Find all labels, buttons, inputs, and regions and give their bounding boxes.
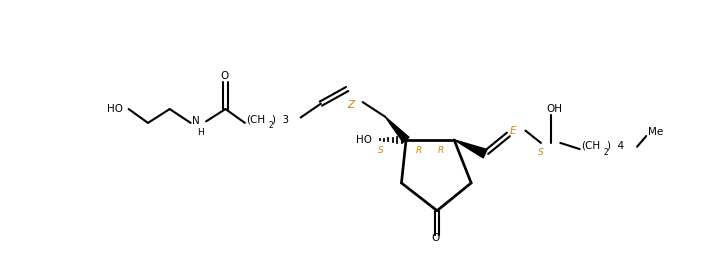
Text: O: O [431,233,440,243]
Text: O: O [221,71,229,81]
Text: (CH: (CH [581,141,600,151]
Text: HO: HO [357,135,372,145]
Text: )  4: ) 4 [607,141,624,151]
Text: S: S [538,148,544,158]
Text: N: N [192,116,200,126]
Text: 2: 2 [269,121,274,130]
Text: E: E [510,125,516,136]
Text: R: R [438,146,444,155]
Text: R: R [416,146,421,155]
Text: H: H [198,128,204,137]
Text: S: S [378,146,384,155]
Text: Me: Me [648,127,663,137]
Text: (CH: (CH [247,115,265,125]
Text: HO: HO [107,104,123,114]
Polygon shape [385,117,409,142]
Text: )  3: ) 3 [272,115,289,125]
Polygon shape [454,140,487,158]
Text: 2: 2 [604,148,608,157]
Text: Z: Z [347,100,354,110]
Text: OH: OH [546,104,562,114]
